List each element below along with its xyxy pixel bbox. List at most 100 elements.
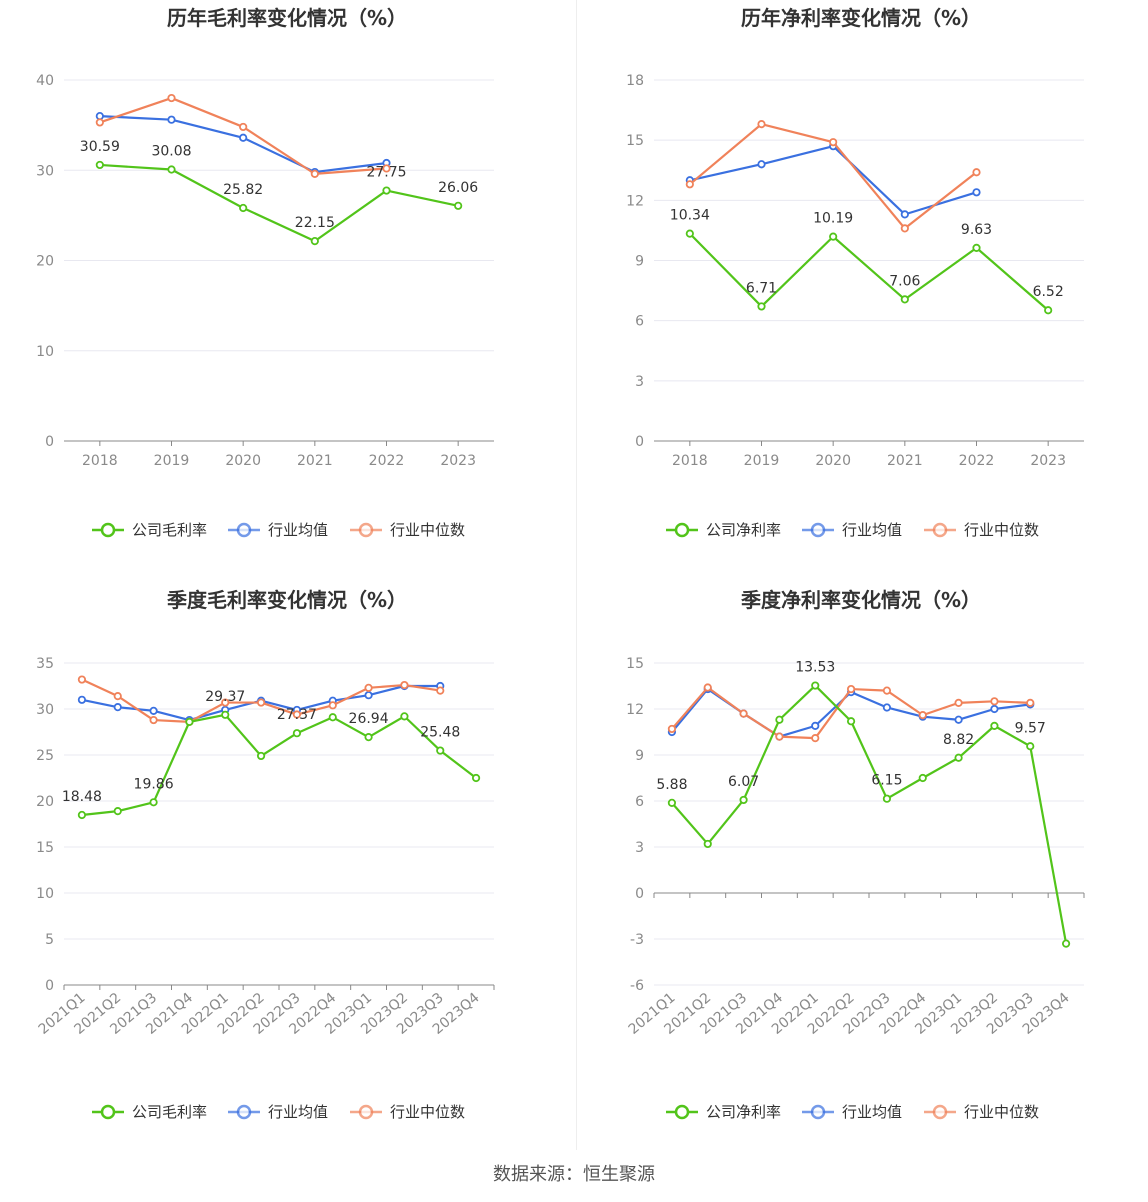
data-point[interactable] <box>292 710 302 719</box>
data-point[interactable] <box>882 686 892 695</box>
data-point[interactable] <box>990 697 999 706</box>
data-point[interactable] <box>846 717 856 726</box>
legend-label[interactable]: 公司毛利率 <box>132 521 207 539</box>
data-point[interactable] <box>918 711 927 720</box>
data-point[interactable] <box>256 698 266 707</box>
data-point[interactable] <box>990 704 999 714</box>
data-point[interactable] <box>811 734 820 743</box>
legend-label[interactable]: 行业均值 <box>268 1103 328 1121</box>
data-point[interactable] <box>364 683 373 692</box>
data-label: 26.06 <box>438 180 478 196</box>
data-point[interactable] <box>113 703 122 712</box>
y-tick-label: 9 <box>635 748 644 764</box>
chart-title: 季度净利率变化情况（%） <box>740 588 981 612</box>
data-point[interactable] <box>900 210 909 219</box>
data-point[interactable] <box>256 751 266 761</box>
data-point[interactable] <box>471 773 481 783</box>
data-point[interactable] <box>95 118 104 127</box>
data-point[interactable] <box>310 169 319 178</box>
data-point[interactable] <box>990 721 999 730</box>
data-point[interactable] <box>221 698 230 707</box>
data-point[interactable] <box>364 691 373 700</box>
data-point[interactable] <box>77 675 87 684</box>
data-point[interactable] <box>239 133 248 142</box>
data-point[interactable] <box>310 236 319 246</box>
data-point[interactable] <box>846 684 856 694</box>
data-point[interactable] <box>811 681 820 690</box>
data-point[interactable] <box>757 302 766 311</box>
legend-label[interactable]: 公司净利率 <box>706 1103 781 1121</box>
x-tick-label: 2020 <box>815 453 851 469</box>
data-point[interactable] <box>1026 742 1035 751</box>
legend-label[interactable]: 行业中位数 <box>390 521 465 539</box>
data-point[interactable] <box>382 164 391 173</box>
data-point[interactable] <box>703 683 712 692</box>
data-point[interactable] <box>918 773 927 783</box>
data-point[interactable] <box>757 160 766 169</box>
data-point[interactable] <box>292 729 302 738</box>
data-point[interactable] <box>829 232 838 241</box>
legend-label[interactable]: 行业均值 <box>842 1103 902 1121</box>
data-point[interactable] <box>972 168 981 177</box>
data-point[interactable] <box>882 703 892 712</box>
data-point[interactable] <box>328 701 337 710</box>
data-point[interactable] <box>1044 306 1053 315</box>
data-point[interactable] <box>167 93 176 103</box>
data-point[interactable] <box>400 680 409 690</box>
data-point[interactable] <box>185 717 194 726</box>
data-point[interactable] <box>328 713 337 722</box>
legend-label[interactable]: 公司毛利率 <box>132 1103 207 1121</box>
data-point[interactable] <box>400 712 409 721</box>
data-point[interactable] <box>829 138 838 147</box>
data-point[interactable] <box>954 715 963 724</box>
data-point[interactable] <box>221 710 230 719</box>
data-point[interactable] <box>149 706 158 715</box>
chart-title: 历年净利率变化情况（%） <box>741 6 981 30</box>
data-point[interactable] <box>436 746 445 755</box>
data-point[interactable] <box>900 295 909 304</box>
legend-label[interactable]: 行业中位数 <box>390 1103 465 1121</box>
data-point[interactable] <box>972 243 981 252</box>
data-point[interactable] <box>167 115 176 124</box>
data-point[interactable] <box>149 798 158 807</box>
legend-marker <box>674 1104 690 1120</box>
data-point[interactable] <box>703 839 712 849</box>
data-point[interactable] <box>900 224 909 233</box>
data-point[interactable] <box>775 732 784 741</box>
data-point[interactable] <box>454 201 463 210</box>
data-point[interactable] <box>685 180 694 189</box>
data-point[interactable] <box>667 724 677 734</box>
legend-label[interactable]: 行业均值 <box>268 521 328 539</box>
data-point[interactable] <box>954 698 963 707</box>
data-point[interactable] <box>364 733 373 742</box>
data-point[interactable] <box>739 795 748 805</box>
data-point[interactable] <box>77 695 87 704</box>
data-point[interactable] <box>739 709 748 718</box>
data-point[interactable] <box>757 120 766 129</box>
legend-label[interactable]: 公司净利率 <box>706 521 781 539</box>
data-point[interactable] <box>1026 698 1035 707</box>
data-point[interactable] <box>667 798 677 807</box>
data-point[interactable] <box>436 686 445 695</box>
data-point[interactable] <box>685 229 694 238</box>
data-point[interactable] <box>382 186 391 195</box>
data-point[interactable] <box>95 160 104 170</box>
data-point[interactable] <box>811 721 820 730</box>
data-point[interactable] <box>113 692 122 701</box>
data-point[interactable] <box>77 810 87 820</box>
legend-label[interactable]: 行业中位数 <box>964 1103 1039 1121</box>
data-point[interactable] <box>167 165 176 174</box>
data-point[interactable] <box>972 188 981 197</box>
data-label: 29.37 <box>205 689 245 705</box>
data-point[interactable] <box>149 715 158 725</box>
data-point[interactable] <box>882 794 892 803</box>
data-point[interactable] <box>954 753 963 762</box>
data-point[interactable] <box>239 122 248 132</box>
legend-label[interactable]: 行业中位数 <box>964 521 1039 539</box>
legend-label[interactable]: 行业均值 <box>842 521 902 539</box>
data-label: 6.15 <box>871 773 902 789</box>
data-point[interactable] <box>1061 939 1071 948</box>
data-point[interactable] <box>239 203 248 213</box>
data-point[interactable] <box>775 715 784 724</box>
data-point[interactable] <box>113 807 122 816</box>
